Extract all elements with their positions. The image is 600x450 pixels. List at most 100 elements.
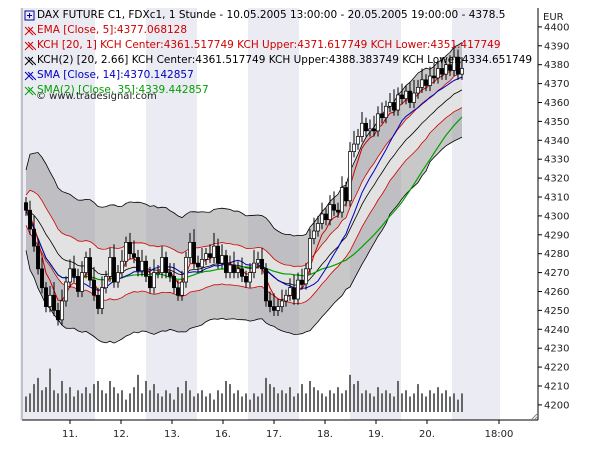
volume-bar [97, 381, 99, 412]
volume-bar [413, 393, 415, 412]
volume-bar [381, 393, 383, 412]
legend-entry-label: KCH(2) [20, 2.66] KCH Center:4361.517749… [37, 54, 533, 66]
candle-body [40, 268, 44, 289]
candle-body [156, 272, 160, 274]
candle-body [216, 245, 220, 264]
kch2-lower-line [25, 136, 463, 344]
candle-body [352, 143, 356, 152]
kch-upper-line [25, 71, 463, 268]
volume-bar [45, 387, 47, 412]
y-tick-label: 4220 [544, 363, 569, 374]
indicator-toggle-icon[interactable] [24, 40, 37, 51]
candle-body [240, 268, 244, 277]
outer-keltner-band [26, 42, 462, 344]
volume-bar [333, 393, 335, 412]
legend-entry: KCH [20, 1] KCH Center:4361.517749 KCH U… [24, 38, 532, 53]
candle-body [72, 268, 76, 277]
candle-body [24, 202, 28, 211]
volume-bar [277, 393, 279, 412]
volume-bar [41, 390, 43, 412]
candle-body [252, 262, 256, 273]
volume-bar [177, 387, 179, 412]
volume-bar [65, 393, 67, 412]
volume-bar [53, 390, 55, 412]
volume-bar [449, 396, 451, 412]
candle-body [248, 272, 252, 283]
volume-bar [305, 393, 307, 412]
candle-body [328, 204, 332, 221]
volume-bar [397, 381, 399, 412]
volume-bar [317, 390, 319, 412]
indicator-toggle-icon[interactable] [24, 70, 37, 81]
candle-body [340, 187, 344, 213]
candle-body [272, 306, 276, 311]
indicator-toggle-icon[interactable] [24, 85, 37, 96]
y-tick-label: 4360 [544, 98, 569, 109]
volume-bar [445, 390, 447, 412]
candle-body [276, 306, 280, 311]
volume-bar [453, 393, 455, 412]
volume-bar [33, 384, 35, 412]
volume-bar [105, 393, 107, 412]
y-tick-label: 4400 [544, 22, 569, 33]
volume-bar [197, 393, 199, 412]
volume-bar [309, 381, 311, 412]
candle-body [84, 257, 88, 273]
candle-body [172, 276, 176, 289]
candle-body [116, 272, 120, 283]
x-tick-label: 13. [164, 429, 180, 440]
x-tick-label: 20. [419, 429, 435, 440]
volume-bar [437, 387, 439, 412]
volume-bar [137, 374, 139, 412]
volume-bar [141, 393, 143, 412]
volume-bar [425, 396, 427, 412]
volume-bar [261, 393, 263, 412]
volume-bar [221, 393, 223, 412]
volume-bar [29, 393, 31, 412]
volume-bar [417, 384, 419, 412]
x-tick-label: 12. [113, 429, 129, 440]
y-tick-label: 4240 [544, 325, 569, 336]
y-tick-label: 4270 [544, 268, 569, 279]
indicator-toggle-icon[interactable] [24, 55, 37, 66]
candle-body [388, 102, 392, 107]
candle-body [124, 241, 128, 262]
y-tick-label: 4290 [544, 230, 569, 241]
volume-bar [49, 368, 51, 412]
volume-bar [61, 381, 63, 412]
volume-bar [265, 377, 267, 412]
candle-body [144, 260, 148, 277]
candle-body [444, 64, 448, 75]
volume-bar [173, 399, 175, 412]
candle-body [60, 300, 64, 321]
candle-body [292, 287, 296, 300]
candle-body [304, 268, 308, 285]
volume-bar [321, 393, 323, 412]
indicator-toggle-icon[interactable] [24, 25, 37, 36]
candle-body [436, 68, 440, 79]
volume-bar [457, 399, 459, 412]
candle-body [132, 253, 136, 258]
volume-bar [345, 390, 347, 412]
volume-bar [217, 390, 219, 412]
volume-bar [401, 393, 403, 412]
candle-body [200, 259, 204, 268]
candle-body [244, 276, 248, 283]
axes: 4200 4210 4220 4230 4240 4250 4260 4270 4280 4290… [21, 8, 569, 440]
volume-bar [165, 390, 167, 412]
candle-body [104, 276, 108, 289]
candle-body [432, 75, 436, 79]
volume-bar [365, 390, 367, 412]
volume-bar [349, 374, 351, 412]
candle-body [192, 241, 196, 264]
candle-body [280, 300, 284, 307]
x-tick-label: 16. [215, 429, 231, 440]
volume-bar [389, 393, 391, 412]
candle-body [228, 264, 232, 273]
candle-body [80, 272, 84, 292]
legend: DAX FUTURE C1, FDXc1, 1 Stunde - 10.05.2… [24, 8, 532, 98]
chart-title: DAX FUTURE C1, FDXc1, 1 Stunde - 10.05.2… [37, 9, 506, 21]
candle-body [400, 94, 404, 100]
volume-bar [409, 396, 411, 412]
